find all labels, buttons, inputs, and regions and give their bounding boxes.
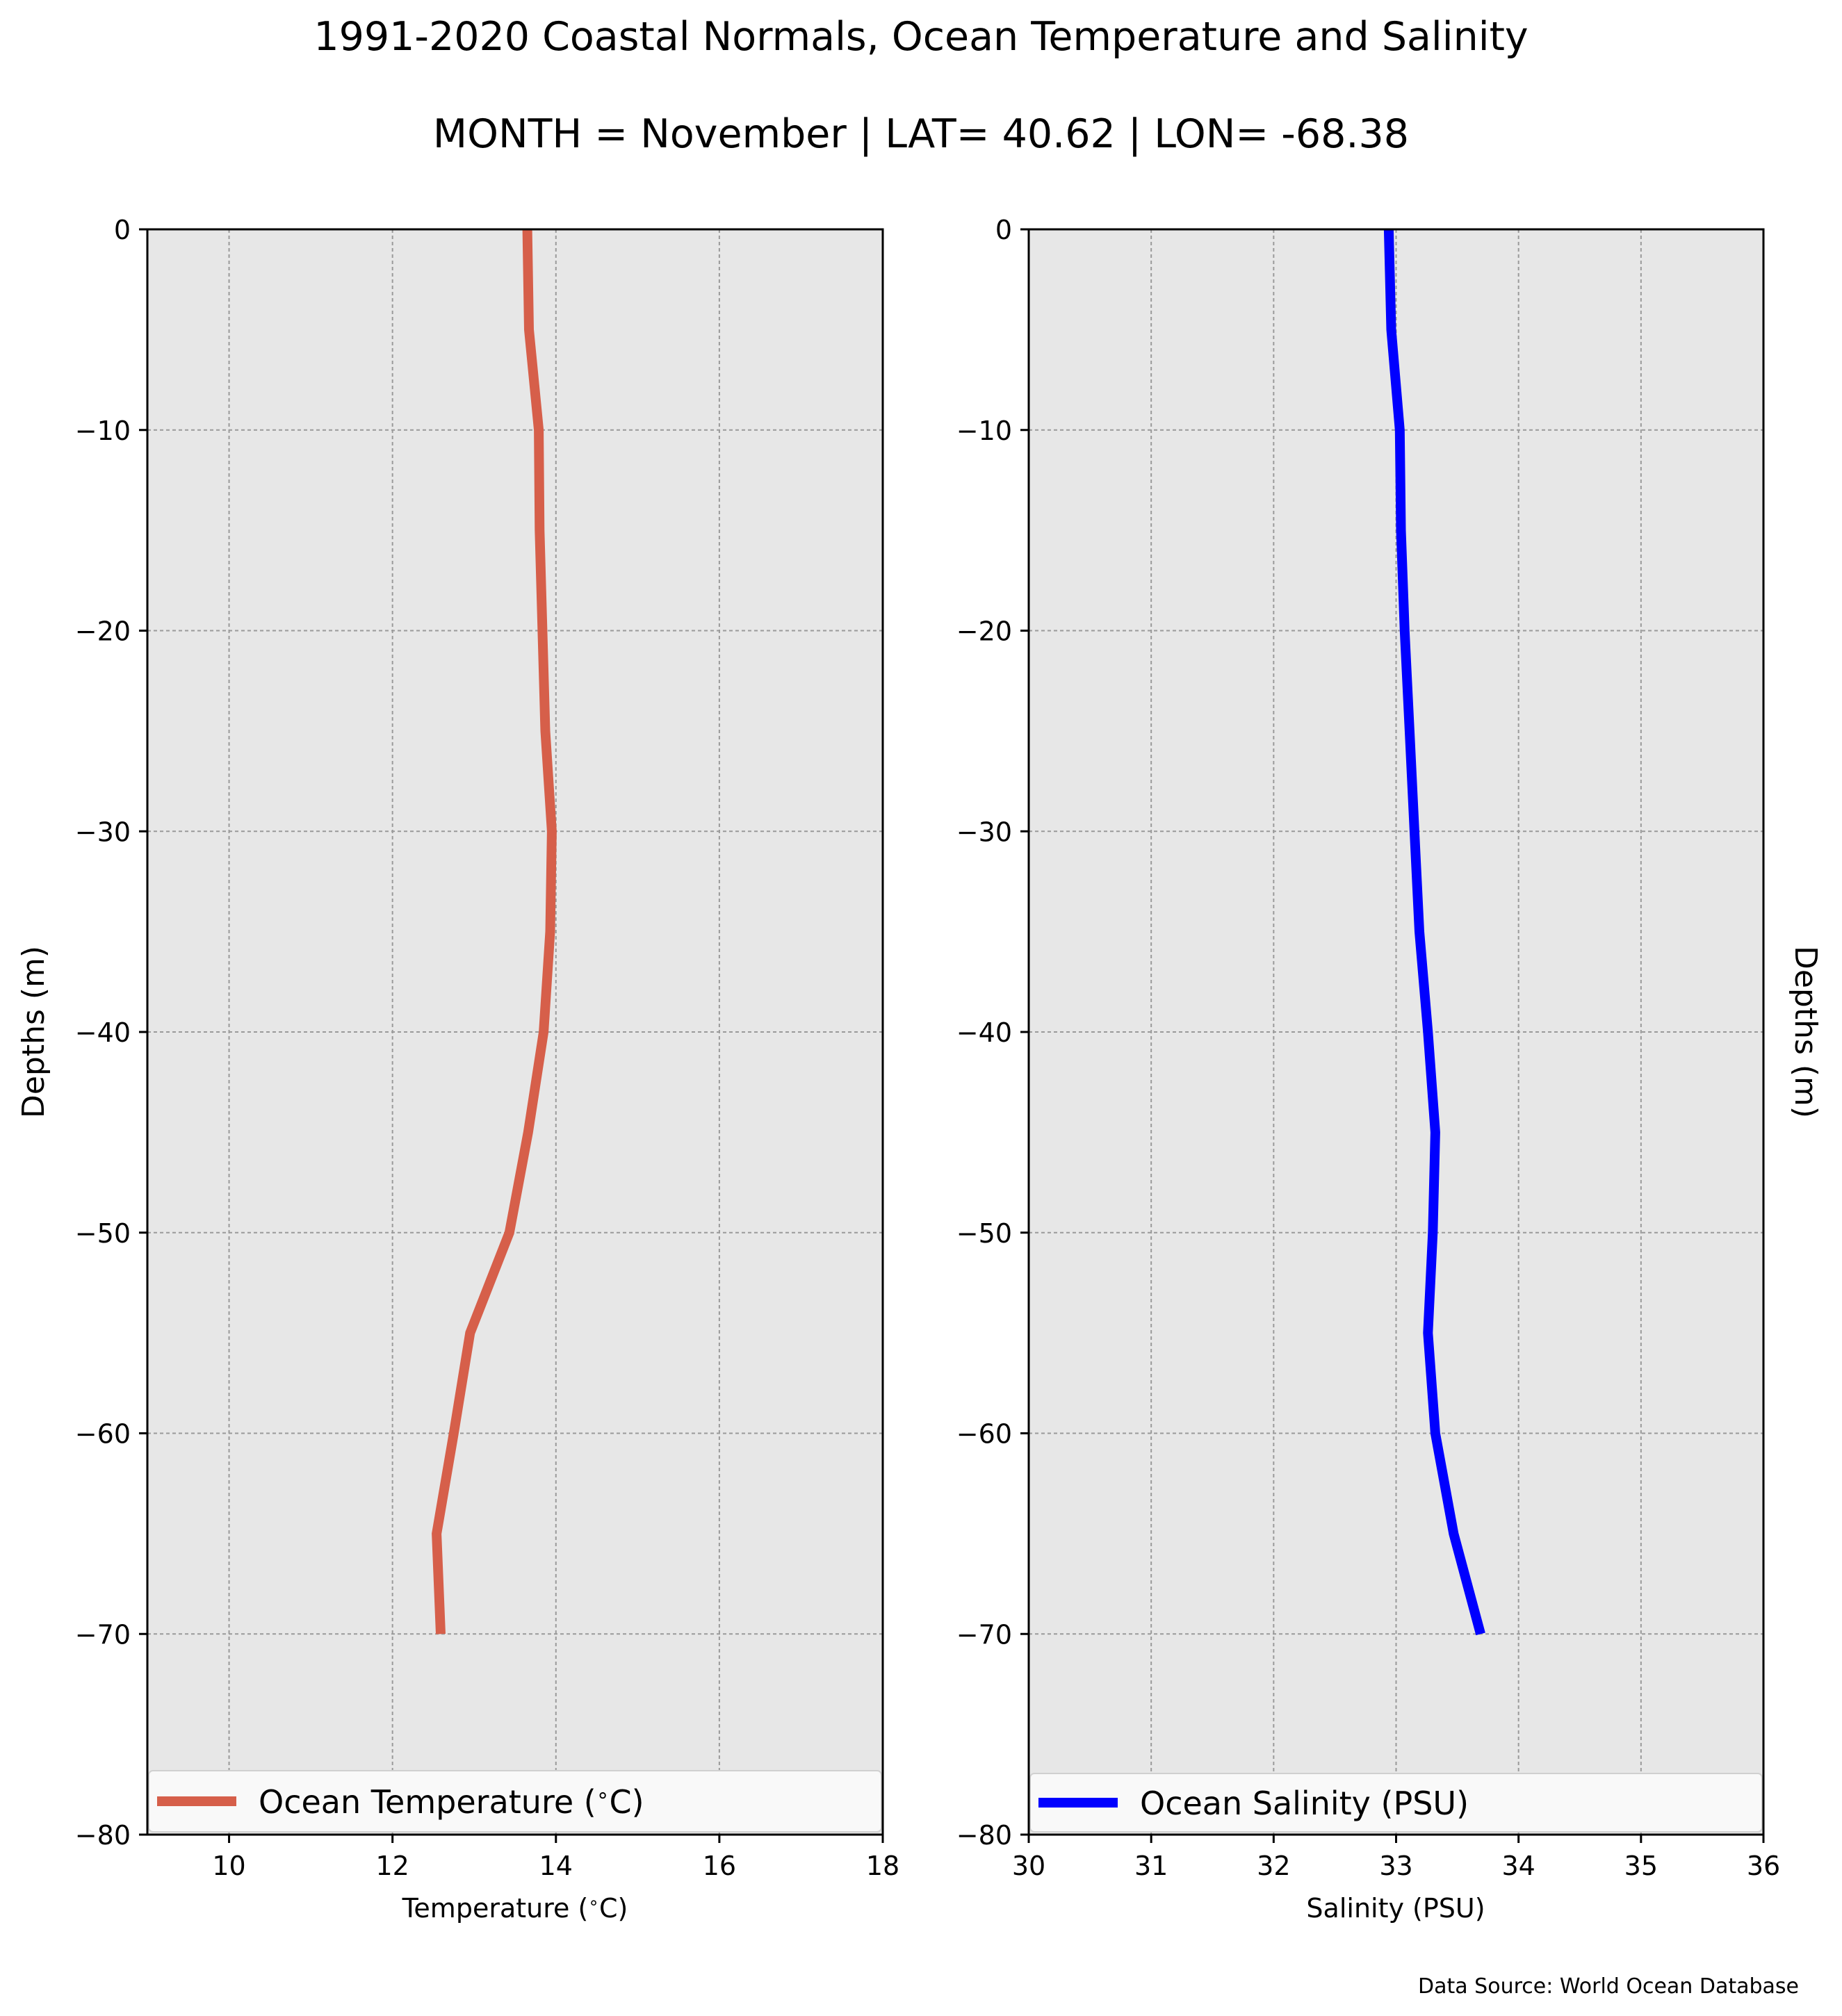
salinity-ticks: 30 31 32 33 34 35 36 0 −10 −20 −30 −40 −50 −60 −70 −80 [956,215,1780,1881]
salinity-y-tick-label: −30 [956,817,1012,847]
temperature-ticks: 10 12 14 16 18 0 −10 −20 −30 −40 −50 −60 −70 −80 [75,215,899,1881]
temperature-y-tick-label: 0 [114,215,131,245]
salinity-x-tick-label: 35 [1624,1851,1658,1881]
temperature-legend-box [148,1770,882,1833]
salinity-y-tick-label: 0 [995,215,1012,245]
figure-title: 1991-2020 Coastal Normals, Ocean Tempera… [313,14,1528,60]
figure-subtitle: MONTH = November | LAT= 40.62 | LON= -68… [433,111,1409,157]
temperature-x-tick-label: 14 [539,1851,573,1881]
salinity-x-tick-label: 30 [1012,1851,1045,1881]
salinity-y-tick-label: −60 [956,1419,1012,1450]
salinity-y-tick-label: −10 [956,416,1012,446]
temperature-y-tick-label: −10 [75,416,131,446]
temperature-y-axis-label: Depths (m) [16,946,51,1118]
salinity-x-tick-label: 32 [1257,1851,1290,1881]
temperature-panel: Ocean Temperature (∘C) 10 12 14 16 18 0 −10 −20… [16,215,899,1924]
temperature-x-tick-label: 10 [212,1851,245,1881]
salinity-panel: Ocean Salinity (PSU) 30 31 32 33 34 35 36 0 −10 −… [956,215,1823,1924]
temperature-x-tick-label: 18 [866,1851,899,1881]
salinity-x-tick-label: 33 [1379,1851,1412,1881]
temperature-x-tick-label: 12 [375,1851,409,1881]
salinity-profile-line [1383,229,1485,1636]
temperature-y-tick-label: −30 [75,817,131,847]
salinity-legend-label: Ocean Salinity (PSU) [1140,1785,1469,1822]
salinity-legend-box [1029,1773,1763,1833]
salinity-legend: Ocean Salinity (PSU) [1029,1773,1763,1833]
temperature-legend-label: Ocean Temperature (∘C) [259,1783,644,1821]
temperature-plot-area [147,229,883,1835]
temperature-legend: Ocean Temperature (∘C) [148,1770,882,1833]
data-source-note: Data Source: World Ocean Database [1418,1974,1799,1999]
temperature-y-tick-label: −80 [75,1820,131,1851]
salinity-x-tick-label: 34 [1501,1851,1535,1881]
temperature-series [432,229,557,1634]
salinity-y-tick-label: −40 [956,1017,1012,1048]
salinity-y-axis-label: Depths (m) [1788,946,1823,1118]
salinity-x-axis-label: Salinity (PSU) [1306,1893,1485,1924]
salinity-y-tick-label: −70 [956,1619,1012,1650]
salinity-y-tick-label: −80 [956,1820,1012,1851]
temperature-y-tick-label: −60 [75,1419,131,1450]
salinity-x-tick-label: 31 [1134,1851,1168,1881]
temperature-x-tick-label: 16 [703,1851,736,1881]
salinity-y-tick-label: −20 [956,616,1012,647]
salinity-x-tick-label: 36 [1747,1851,1780,1881]
temperature-profile-line [432,229,557,1634]
temperature-y-tick-label: −70 [75,1619,131,1650]
temperature-y-tick-label: −40 [75,1017,131,1048]
salinity-series [1383,229,1485,1636]
temperature-y-tick-label: −50 [75,1218,131,1249]
salinity-grid [1029,229,1763,1835]
temperature-y-tick-label: −20 [75,616,131,647]
temperature-grid [147,229,883,1835]
salinity-y-tick-label: −50 [956,1218,1012,1249]
